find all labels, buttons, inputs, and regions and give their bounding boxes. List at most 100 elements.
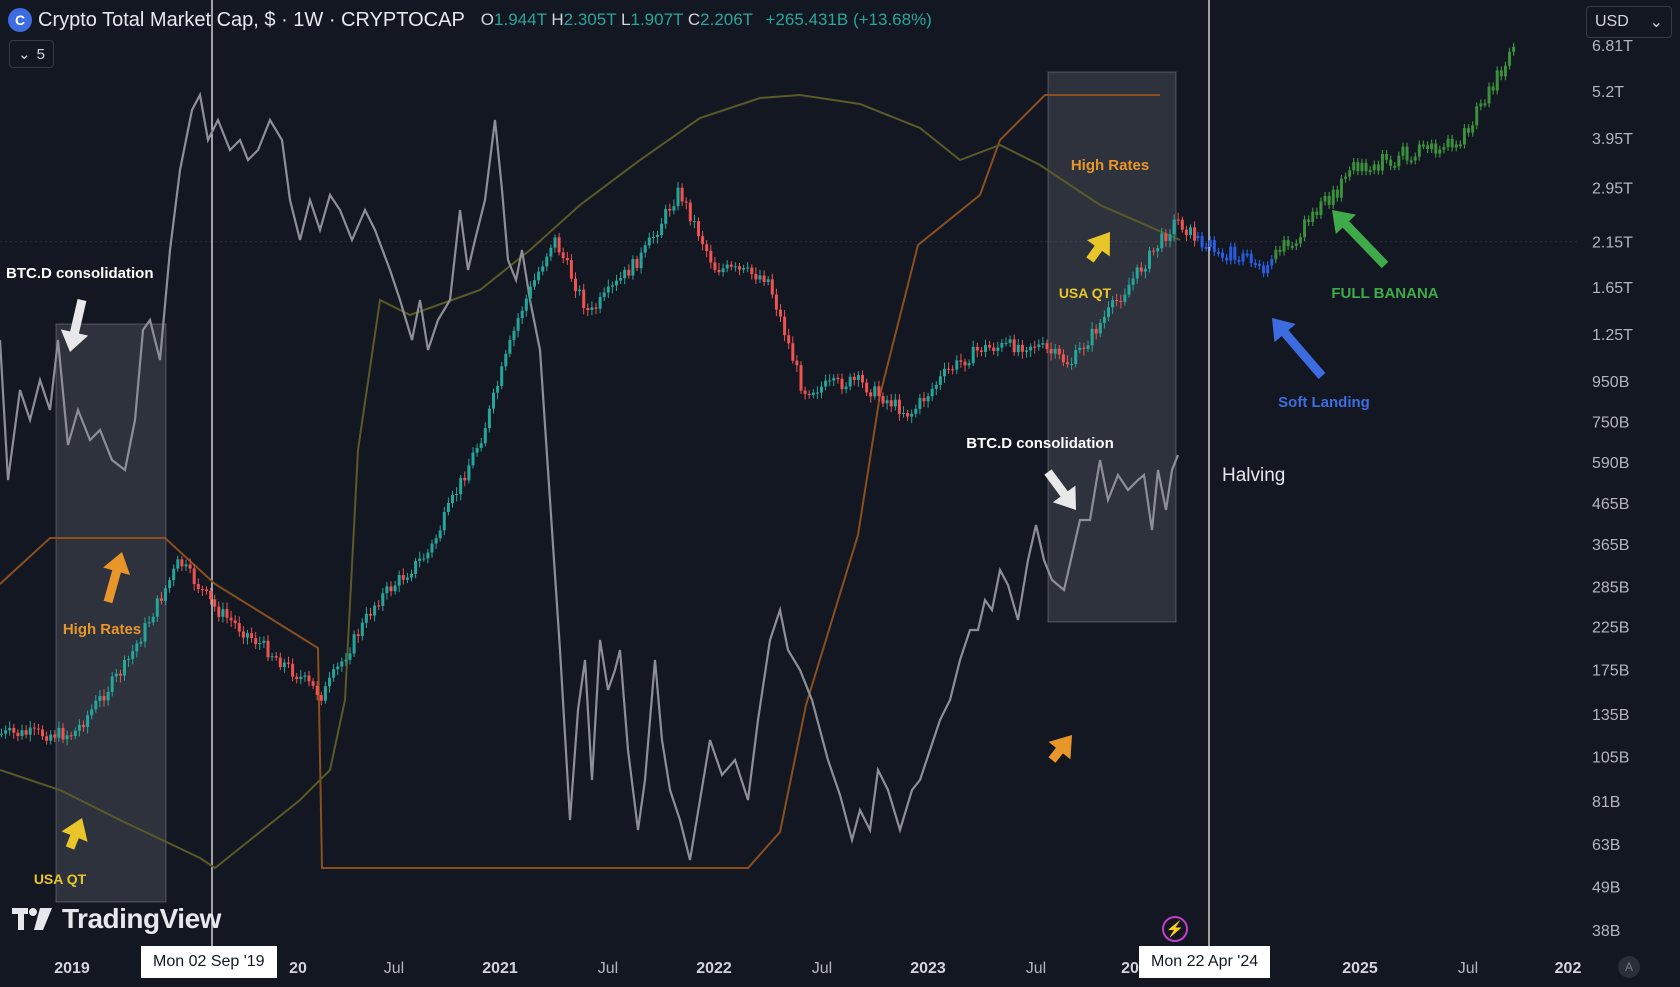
candle-body (57, 727, 61, 738)
x-tick-label: 2023 (910, 960, 946, 977)
currency-select[interactable]: USD ⌄ (1586, 6, 1672, 38)
candle-body (959, 360, 963, 362)
candle-body (656, 235, 659, 237)
halving-label: Halving (1222, 465, 1285, 486)
candle-body (676, 187, 680, 207)
candle-body (1041, 343, 1045, 345)
candle-body (1139, 267, 1143, 272)
candle-body (176, 559, 180, 569)
projection-body (1512, 46, 1516, 52)
candle-body (1078, 347, 1082, 351)
candle-body (246, 633, 249, 638)
projection-body (1413, 156, 1417, 161)
symbol-legend[interactable]: C Crypto Total Market Cap, $ · 1W · CRYP… (8, 8, 932, 32)
consolidation-boxes (55, 71, 1177, 903)
candle-body (680, 187, 684, 202)
candle-body (205, 589, 208, 591)
candle-body (410, 573, 413, 578)
candle-body (725, 264, 729, 269)
x-axis: 2019 20 Jul 2021 Jul 2022 Jul 2023 Jul 20 2025 Jul 2… (54, 960, 1581, 977)
candle-body (967, 363, 971, 366)
candle-body (811, 392, 815, 395)
candle-body (225, 609, 229, 618)
candle-body (602, 292, 606, 298)
btcd-consolidation-label: BTC.D consolidation (966, 435, 1114, 452)
projection-body (1266, 265, 1270, 274)
candle-body (738, 266, 741, 270)
candle-body (1123, 294, 1127, 302)
candle-body (266, 640, 270, 658)
candle-body (483, 428, 487, 444)
candle-body (278, 657, 282, 668)
candle-body (1172, 219, 1176, 235)
projection-body (1483, 103, 1487, 106)
candle-body (381, 593, 385, 606)
candle-body (123, 659, 126, 676)
candle-body (541, 266, 545, 272)
projection-body (1503, 65, 1507, 77)
projection-body (1307, 219, 1311, 222)
candle-body (729, 264, 733, 267)
candle-body (943, 368, 946, 377)
candle-body (369, 613, 372, 616)
candle-body (865, 382, 869, 393)
projection-body (1499, 70, 1503, 77)
candle-body (41, 729, 44, 737)
replay-bolt-icon[interactable]: ⚡ (1162, 916, 1188, 942)
chevron-down-icon: ⌄ (1649, 14, 1663, 31)
tradingview-logo[interactable]: TradingView (12, 903, 221, 935)
projection-body (1270, 259, 1274, 266)
candle-body (955, 360, 959, 370)
candle-body (1090, 328, 1094, 346)
candle-body (508, 339, 512, 354)
open-value: 1.944T (494, 10, 547, 29)
projection-body (1487, 86, 1491, 104)
candle-body (1111, 300, 1115, 308)
candle-body (422, 558, 426, 560)
candle-body (377, 605, 381, 607)
candle-body (311, 681, 315, 686)
candle-body (631, 258, 635, 276)
candle-body (754, 274, 758, 280)
candle-body (270, 656, 274, 658)
candle-body (16, 732, 20, 737)
projection-body (1471, 125, 1475, 133)
indicators-toggle-button[interactable]: ⌄ 5 (9, 40, 54, 68)
high-label: H (551, 10, 564, 29)
green-arrow-icon (1332, 210, 1389, 269)
candle-body (1066, 362, 1069, 365)
candle-body (844, 386, 848, 390)
candle-body (393, 585, 397, 592)
x-tick-label: Jul (812, 960, 832, 977)
candle-body (852, 376, 856, 380)
currency-value: USD (1595, 13, 1629, 30)
candle-body (295, 676, 299, 680)
candle-body (947, 368, 951, 370)
market-cap-candles (0, 182, 1197, 746)
candle-body (914, 408, 918, 414)
high-value: 2.305T (563, 10, 617, 29)
projection-body (1454, 144, 1458, 148)
arrow-head (1048, 735, 1072, 760)
projection-body (1294, 243, 1298, 246)
candle-body (344, 659, 348, 662)
candle-body (836, 377, 840, 379)
candle-body (504, 353, 508, 367)
projection-body (1430, 143, 1434, 150)
x-tick-label: Jul (598, 960, 618, 977)
candle-body (139, 641, 143, 644)
arrow-head (1332, 210, 1356, 235)
projection-body (1380, 153, 1384, 171)
candle-body (746, 267, 750, 269)
orange-arrow-icon (103, 552, 131, 604)
candle-body (627, 269, 631, 276)
candle-body (455, 494, 459, 496)
orange-arrow-icon (1048, 735, 1072, 763)
auto-scale-button[interactable]: A (1618, 956, 1640, 978)
projection-body (1348, 170, 1352, 177)
close-label: C (687, 10, 701, 29)
candle-body (873, 386, 877, 397)
projection-body (1462, 128, 1466, 145)
candle-body (889, 400, 893, 407)
